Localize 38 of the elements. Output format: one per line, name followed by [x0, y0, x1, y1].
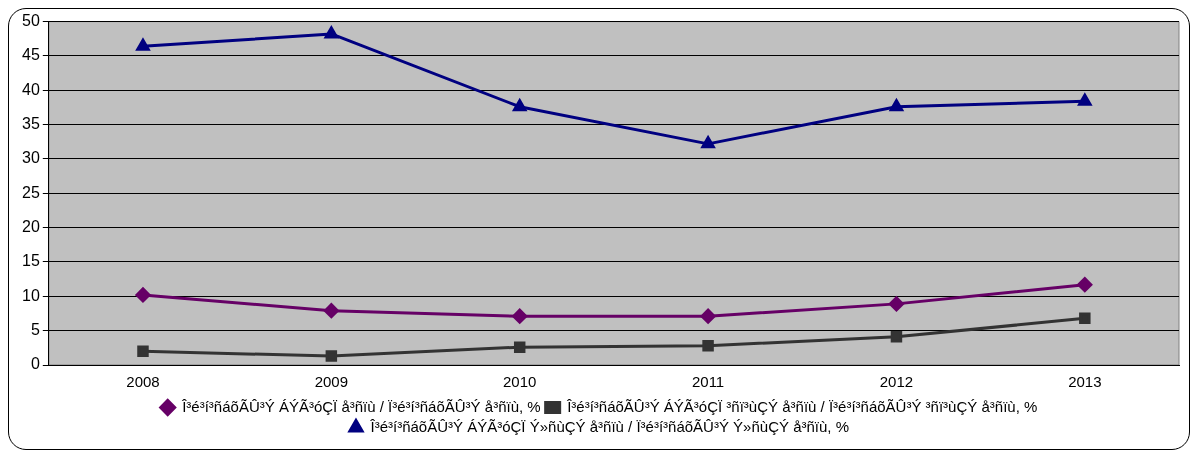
point — [702, 340, 714, 352]
y-tick-label: 50 — [22, 12, 40, 30]
point — [701, 136, 715, 149]
point — [513, 99, 527, 112]
point — [323, 303, 339, 319]
legend-label: Î³é³í³ñáõÃÛ³Ý ÁÝÃ³óÇÏ ³ñï³ùÇÝ å³ñïù / Ï³é³í³ñáõÃÛ³Ý ³ñï³ùÇÝ å³ñïù, % — [566, 397, 1038, 415]
point — [325, 350, 338, 362]
y-tick-label: 35 — [22, 115, 40, 133]
point — [513, 341, 526, 353]
y-tick-label: 20 — [22, 218, 40, 236]
point — [136, 38, 150, 51]
point — [512, 308, 528, 324]
point — [890, 331, 903, 343]
point — [889, 99, 904, 112]
y-tick-label: 40 — [22, 80, 40, 98]
y-tick-label: 0 — [30, 355, 40, 373]
x-tick-label: 2010 — [503, 373, 537, 391]
point — [888, 296, 904, 312]
x-tick-label: 2008 — [126, 373, 160, 391]
x-tick-label: 2009 — [314, 373, 349, 391]
y-tick-label: 25 — [22, 183, 40, 201]
point — [135, 287, 151, 303]
point — [137, 345, 149, 358]
point — [1077, 277, 1093, 293]
legend-label: Î³é³í³ñáõÃÛ³Ý ÁÝÃ³óÇÏ å³ñïù / Ï³é³í³ñáõÃÛ³Ý å³ñïù, % — [181, 397, 541, 415]
y-tick-label: 30 — [22, 149, 40, 167]
y-tick-label: 45 — [22, 46, 40, 64]
point — [1078, 93, 1092, 106]
x-tick-label: 2011 — [691, 373, 725, 391]
point — [1079, 312, 1091, 325]
point — [324, 26, 339, 39]
x-tick-label: 2013 — [1068, 373, 1102, 391]
legend-label: Î³é³í³ñáõÃÛ³Ý ÁÝÃ³óÇÏ Ý»ñùÇÝ å³ñïù / Ï³é³í³ñáõÃÛ³Ý Ý»ñùÇÝ å³ñïù, % — [369, 417, 850, 435]
point — [700, 308, 716, 324]
x-tick-label: 2012 — [879, 373, 914, 391]
y-tick-label: 10 — [22, 286, 40, 304]
y-tick-label: 5 — [30, 321, 40, 339]
y-tick-label: 15 — [22, 252, 40, 270]
